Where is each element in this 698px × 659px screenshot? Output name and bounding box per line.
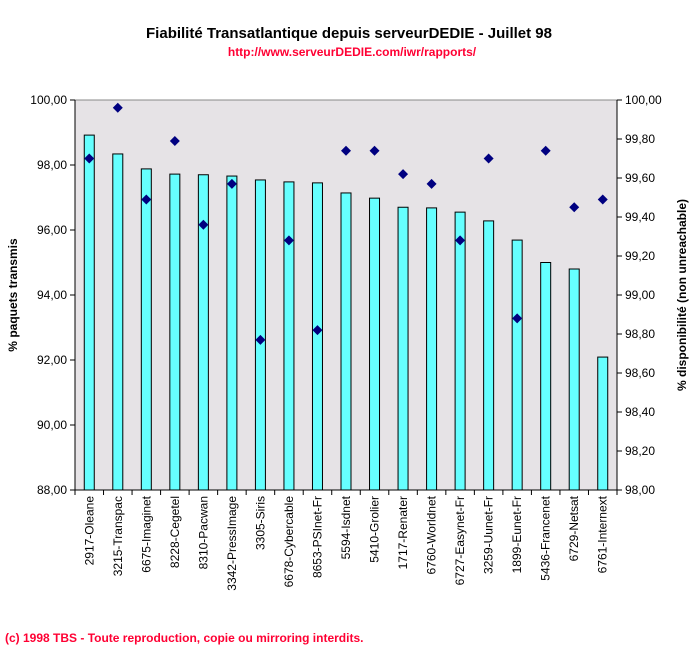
y2-tick-label: 100,00 [625, 93, 662, 107]
point-1717-Renater [398, 169, 409, 180]
point-3259-Uunet-Fr [483, 153, 494, 164]
chart-subtitle-link[interactable]: http://www.serveurDEDIE.com/iwr/rapports… [228, 45, 477, 59]
x-tick-label: 6760-Worldnet [425, 495, 439, 574]
x-tick-label: 8310-Pacwan [196, 496, 210, 569]
bar-3259-Uunet-Fr [483, 220, 495, 491]
x-tick-label: 6727-Easynet-Fr [453, 496, 467, 585]
y-axis-label-left: % paquets transmis [6, 238, 20, 352]
y-tick-label: 88,00 [37, 483, 67, 497]
bar-8653-PSInet-Fr [311, 182, 323, 491]
bar-2917-Oleane [83, 134, 95, 491]
bar-6727-Easynet-Fr [454, 211, 466, 491]
bar-6675-Imaginet [140, 168, 152, 491]
x-tick-label: 3305-Siris [253, 496, 267, 550]
x-tick-label: 5410-Grolier [368, 496, 382, 563]
point-8310-Pacwan [198, 219, 209, 230]
bar-8228-Cegetel [169, 173, 181, 491]
y2-tick-label: 98,00 [625, 483, 655, 497]
x-tick-label: 8653-PSInet-Fr [310, 496, 324, 578]
x-tick-label: 3259-Uunet-Fr [482, 496, 496, 574]
bar-6761-Internext [597, 356, 609, 491]
y-tick-label: 94,00 [37, 288, 67, 302]
point-5436-Francenet [540, 145, 551, 156]
y2-tick-label: 99,80 [625, 132, 655, 146]
bar-5594-Isdnet [340, 192, 352, 491]
point-2917-Oleane [84, 153, 95, 164]
x-tick-label: 5436-Francenet [539, 495, 553, 580]
y2-tick-label: 99,60 [625, 171, 655, 185]
point-6678-Cybercable [283, 235, 294, 246]
x-tick-label: 6675-Imaginet [139, 495, 153, 572]
bar-3215-Transpac [112, 153, 124, 491]
x-tick-label: 6729-Netsat [567, 495, 581, 561]
point-3215-Transpac [112, 102, 123, 113]
y2-tick-label: 99,40 [625, 210, 655, 224]
point-6761-Internext [597, 194, 608, 205]
point-6675-Imaginet [141, 194, 152, 205]
point-8228-Cegetel [169, 135, 180, 146]
point-1899-Eunet-Fr [512, 313, 523, 324]
bar-3342-PressImage [226, 175, 238, 491]
point-5594-Isdnet [341, 145, 351, 156]
y-tick-label: 90,00 [37, 418, 67, 432]
y-axis-label-right: % disponibilité (non unreachable) [675, 199, 689, 391]
bar-5436-Francenet [540, 262, 552, 491]
bar-1717-Renater [397, 206, 409, 491]
point-3342-PressImage [226, 178, 237, 189]
copyright-footer: (c) 1998 TBS - Toute reproduction, copie… [5, 631, 363, 645]
bar-5410-Grolier [369, 197, 381, 491]
y2-tick-label: 99,00 [625, 288, 655, 302]
x-tick-label: 5594-Isdnet [339, 495, 353, 559]
bar-6760-Worldnet [426, 207, 438, 491]
x-tick-label: 3342-PressImage [225, 496, 239, 591]
x-tick-label: 6761-Internext [596, 495, 610, 573]
y-tick-label: 98,00 [37, 158, 67, 172]
y-tick-label: 96,00 [37, 223, 67, 237]
x-tick-label: 6678-Cybercable [282, 496, 296, 588]
bar-1899-Eunet-Fr [511, 239, 523, 491]
y-tick-label: 100,00 [30, 93, 67, 107]
x-tick-label: 1717-Renater [396, 496, 410, 569]
y2-tick-label: 98,80 [625, 327, 655, 341]
y2-tick-label: 99,20 [625, 249, 655, 263]
x-tick-label: 3215-Transpac [111, 496, 125, 576]
y-tick-label: 92,00 [37, 353, 67, 367]
x-tick-label: 2917-Oleane [82, 496, 96, 566]
x-tick-label: 1899-Eunet-Fr [510, 496, 524, 573]
point-8653-PSInet-Fr [312, 325, 323, 336]
point-3305-Siris [255, 334, 266, 345]
y2-tick-label: 98,20 [625, 444, 655, 458]
point-6727-Easynet-Fr [455, 235, 466, 246]
point-6760-Worldnet [426, 178, 437, 189]
x-tick-label: 8228-Cegetel [168, 496, 182, 568]
bar-6729-Netsat [568, 268, 580, 491]
y2-tick-label: 98,40 [625, 405, 655, 419]
point-5410-Grolier [369, 145, 380, 156]
point-6729-Netsat [569, 202, 580, 213]
bar-6678-Cybercable [283, 181, 295, 491]
y2-tick-label: 98,60 [625, 366, 655, 380]
chart-title: Fiabilité Transatlantique depuis serveur… [146, 25, 552, 42]
